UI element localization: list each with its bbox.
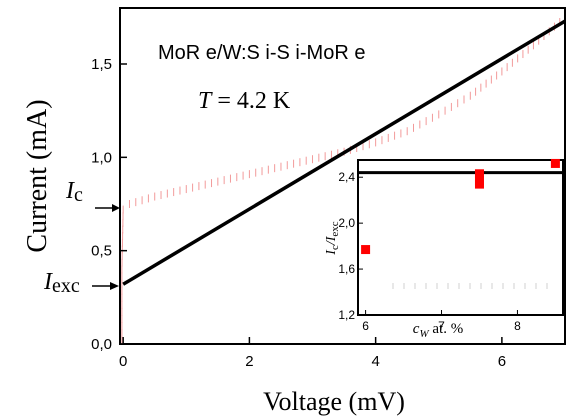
main-series-black-line (122, 19, 566, 286)
temperature-label: T = 4.2 K (198, 88, 291, 114)
main-series-red-dotted (121, 18, 561, 345)
inset-y-ticks: 1,2 1,6 2,0 2,4 (338, 170, 363, 322)
inset-point-0 (361, 245, 371, 255)
main-y-tick-label-3: 1,5 (91, 56, 112, 73)
main-y-ticks: 0,0 0,5 1,0 1,5 (91, 56, 127, 353)
inset-ylabel-sub2: exc (329, 221, 341, 236)
inset-point-3 (474, 179, 484, 189)
main-x-tick-label-2: 4 (371, 353, 379, 370)
inset-faint-marks (392, 283, 548, 289)
ic-main: I (65, 178, 75, 204)
inset-background (358, 160, 563, 315)
main-x-tick-label-3: 6 (498, 353, 506, 370)
ic-arrow-head (112, 204, 120, 212)
inset-y-axis-label: Ic/Iexc (324, 221, 341, 256)
iexc-arrow-head (110, 282, 119, 290)
inset-y-tick-label-1: 1,6 (338, 262, 355, 276)
inset-x-tick-label-2: 8 (514, 319, 521, 333)
iexc-sub: exc (52, 275, 80, 297)
inset-frame (357, 159, 564, 316)
inset-y-tick-label-2: 2,0 (338, 216, 355, 230)
inset-point-1 (474, 169, 484, 179)
main-y-tick-label-2: 1,0 (91, 149, 112, 166)
inset-points (361, 158, 560, 255)
inset-xlabel-sub: W (419, 328, 429, 340)
iexc-main: I (43, 269, 53, 295)
main-y-tick-label-1: 0,5 (91, 243, 112, 260)
temperature-symbol: T (198, 88, 213, 114)
main-x-tick-label-1: 2 (245, 353, 253, 370)
inset-ylabel-main: I (324, 249, 339, 256)
main-x-axis-label: Voltage (mV) (263, 387, 405, 416)
inset-xlabel-rest: at. % (429, 321, 464, 337)
main-plot-frame (119, 7, 566, 345)
temperature-value: = 4.2 K (211, 88, 291, 114)
inset-x-ticks: 6 7 8 (362, 310, 521, 333)
iexc-label: Iexc (43, 269, 80, 297)
inset-y-tick-label-0: 1,2 (338, 308, 355, 322)
ic-label: Ic (65, 178, 83, 206)
main-y-tick-label-0: 0,0 (91, 336, 112, 353)
ic-sub: c (74, 184, 83, 206)
inset-point-4 (550, 158, 560, 168)
inset-ylabel-sub1: c (329, 245, 341, 250)
main-x-ticks: 0 2 4 6 (119, 337, 506, 370)
main-x-tick-label-0: 0 (119, 353, 127, 370)
inset-ylabel-sep: /I (324, 235, 339, 246)
main-y-axis-label: Current (mA) (22, 99, 53, 252)
inset-y-tick-label-3: 2,4 (338, 170, 355, 184)
inset-x-tick-label-0: 6 (362, 319, 369, 333)
inset-xlabel-main: c (413, 321, 420, 337)
inset-x-axis-label: cW at. % (413, 321, 463, 340)
sample-label: MoR e/W:S i-S i-MoR e (158, 42, 365, 64)
inset-x-tick-label-1: 7 (438, 319, 445, 333)
